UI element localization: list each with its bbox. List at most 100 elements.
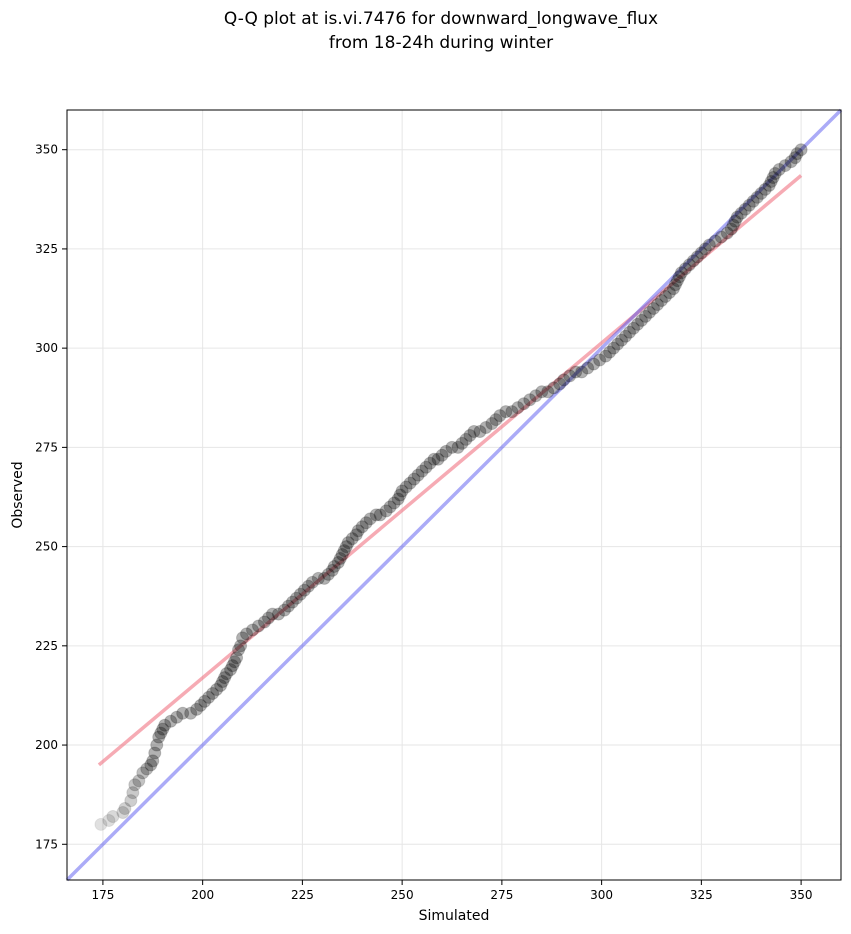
qq-point (351, 524, 365, 538)
qq-point (341, 536, 355, 550)
qq-point (479, 421, 493, 435)
plot-frame (66, 109, 842, 881)
qq-point (431, 452, 445, 466)
qq-point (728, 214, 742, 228)
qq-point (489, 413, 503, 427)
qq-point (639, 309, 653, 323)
qq-point (246, 623, 260, 637)
x-tick-label: 250 (391, 888, 414, 902)
qq-point (148, 746, 162, 760)
qq-point (762, 178, 776, 192)
qq-point (499, 405, 513, 419)
qq-point (742, 198, 756, 212)
qq-point (658, 290, 672, 304)
qq-point (236, 631, 250, 645)
qq-point (379, 504, 393, 518)
x-axis-label: Simulated (419, 908, 490, 924)
qq-point (642, 305, 656, 319)
qq-point (156, 722, 170, 736)
qq-point (271, 607, 285, 621)
reference-lines (65, 108, 843, 882)
qq-point (738, 202, 752, 216)
qq-point (730, 210, 744, 224)
x-tick-label: 275 (490, 888, 513, 902)
qq-point (387, 496, 401, 510)
qq-point (557, 373, 571, 387)
qq-point (505, 405, 519, 419)
qq-point (146, 754, 160, 768)
qq-point (118, 802, 132, 816)
y-tick-label: 300 (35, 341, 58, 355)
qq-point (305, 575, 319, 589)
fit-line (97, 174, 803, 767)
qq-point (391, 492, 405, 506)
qq-point (252, 619, 266, 633)
qq-point (128, 778, 142, 792)
qq-point (784, 155, 798, 169)
qq-point (327, 559, 341, 573)
qq-point (393, 488, 407, 502)
qq-point (226, 659, 240, 673)
qq-point (772, 163, 786, 177)
qq-point (523, 393, 537, 407)
qq-point (455, 436, 469, 450)
qq-point (714, 230, 728, 244)
qq-point (383, 500, 397, 514)
qq-point (694, 246, 708, 260)
qq-point (790, 147, 804, 161)
qq-point (230, 651, 244, 665)
qq-point (690, 250, 704, 264)
qq-point (547, 381, 561, 395)
qq-point (439, 444, 453, 458)
qq-point (511, 401, 525, 415)
qq-point (399, 480, 413, 494)
qq-point (170, 710, 184, 724)
qq-point (194, 698, 208, 712)
qq-point (650, 297, 664, 311)
qq-point (778, 159, 792, 173)
qq-point (132, 774, 146, 788)
qq-point (198, 694, 212, 708)
qq-point (407, 472, 421, 486)
qq-point (140, 762, 154, 776)
qq-point (463, 428, 477, 442)
qq-point (184, 706, 198, 720)
qq-point (734, 206, 748, 220)
qq-point (214, 679, 228, 693)
qq-point (369, 508, 383, 522)
qq-point (563, 369, 577, 383)
y-axis-label: Observed (10, 461, 26, 528)
qq-point (493, 409, 507, 423)
qq-point (395, 484, 409, 498)
qq-point (724, 222, 738, 236)
qq-point (415, 464, 429, 478)
qq-point (335, 548, 349, 562)
qq-point (349, 528, 363, 542)
qq-point (333, 552, 347, 566)
qq-point (553, 377, 567, 391)
y-tick-label: 325 (35, 242, 58, 256)
qq-point (686, 254, 700, 268)
qq-point (627, 321, 641, 335)
qq-point (144, 758, 158, 772)
qq-point (435, 448, 449, 462)
y-axis-ticks: 175 200 225 250 275 300 325 350 (35, 143, 67, 851)
qq-point (293, 587, 307, 601)
y-tick-label: 175 (35, 837, 58, 851)
qq-point (702, 238, 716, 252)
qq-point (654, 294, 668, 308)
y-tick-label: 225 (35, 639, 58, 653)
qq-point (106, 809, 120, 823)
qq-point (277, 603, 291, 617)
qq-point (152, 730, 166, 744)
qq-point (176, 706, 190, 720)
qq-point (224, 663, 238, 677)
qq-point (102, 813, 116, 827)
qq-point (473, 424, 487, 438)
qq-point (611, 337, 625, 351)
qq-point (116, 806, 130, 820)
qq-point (754, 186, 768, 200)
qq-point (411, 468, 425, 482)
qq-point (232, 643, 246, 657)
qq-point (261, 611, 275, 625)
